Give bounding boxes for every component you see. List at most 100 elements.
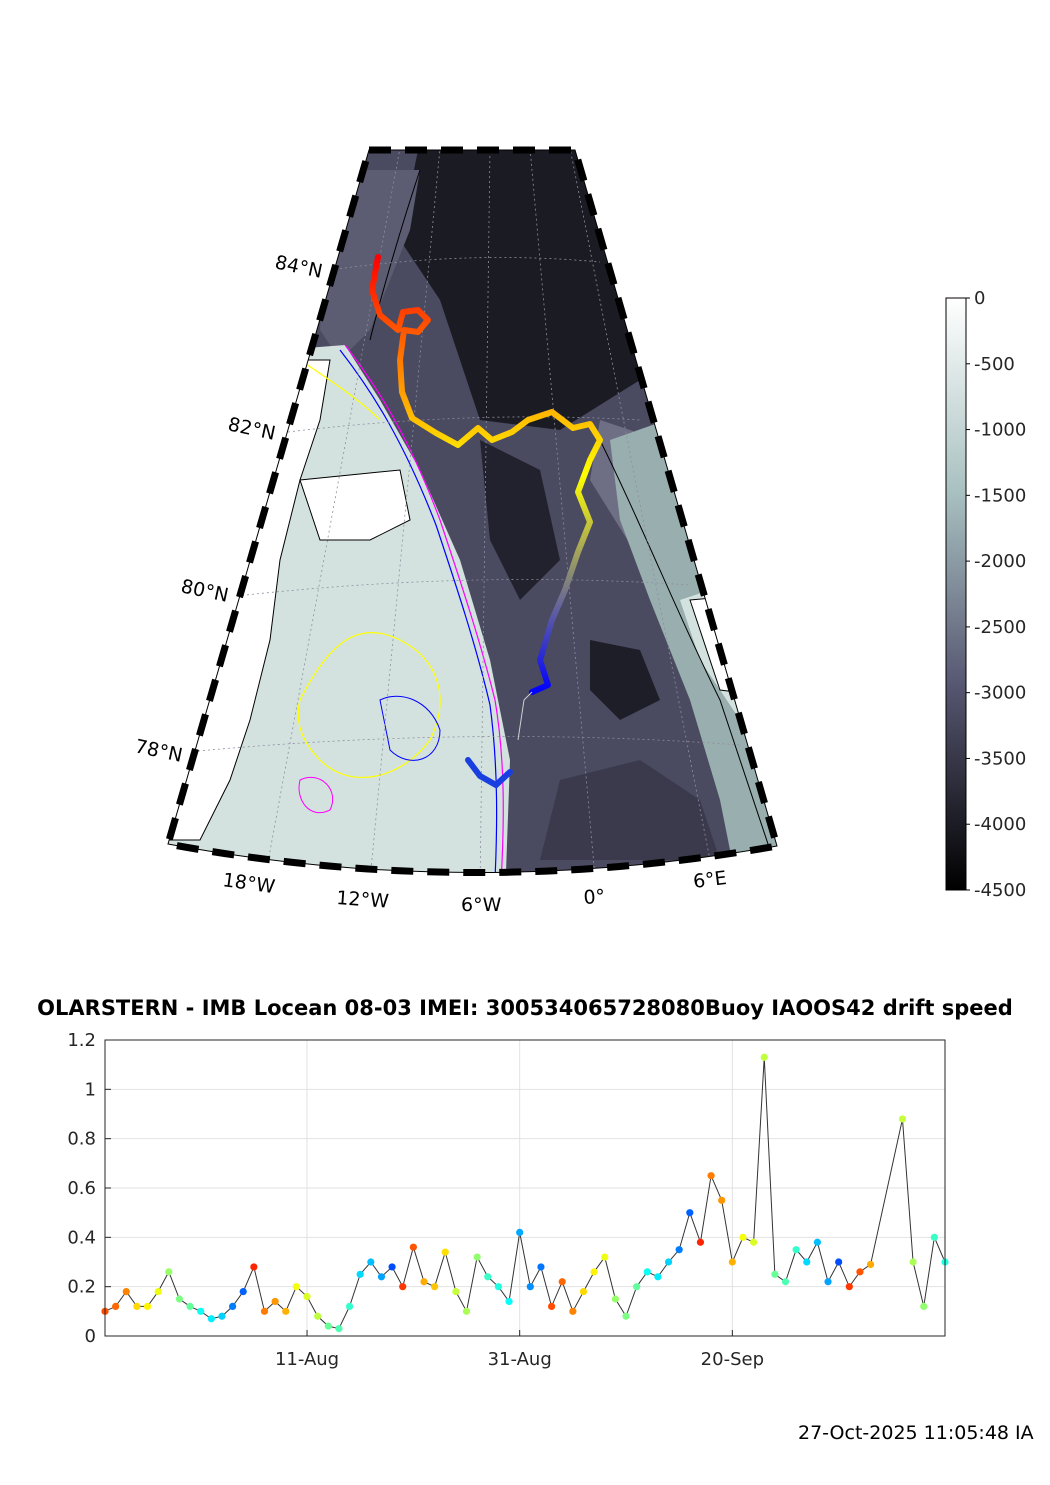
x-tick-label: 20-Sep [701, 1349, 764, 1370]
y-tick-label: 0.8 [67, 1129, 96, 1150]
colorbar: 0 -500 -1000 -1500 -2000 -2500 -3000 -3500 -4000… [945, 288, 1026, 901]
drift-track [369, 254, 603, 695]
lon-label: 0° [583, 886, 606, 909]
speed-point [143, 1302, 152, 1310]
speed-point [303, 1292, 311, 1301]
speed-point [409, 1243, 417, 1251]
speed-point [441, 1248, 449, 1256]
colorbar-tick-label: -2500 [974, 617, 1026, 638]
colorbar-tick-label: -1500 [974, 485, 1026, 506]
map-frame-inner [167, 149, 778, 873]
contour-magenta [344, 344, 504, 873]
speed-point [228, 1302, 237, 1310]
speed-point [112, 1302, 120, 1310]
lat-label: 80°N [179, 575, 230, 606]
speed-point [218, 1312, 226, 1320]
speed-point [516, 1228, 524, 1236]
colorbar-tick-label: -3500 [974, 748, 1026, 769]
contour-magenta-2 [298, 776, 334, 814]
speed-point [197, 1307, 205, 1315]
lon-label: 12°W [336, 887, 390, 913]
speed-point [813, 1238, 822, 1246]
speed-point [260, 1307, 269, 1315]
speed-point [505, 1297, 513, 1306]
speed-point [611, 1295, 619, 1303]
speed-point [377, 1273, 386, 1281]
speed-point [856, 1268, 864, 1276]
speed-point [388, 1263, 396, 1271]
speed-point [356, 1270, 364, 1278]
speed-point [750, 1238, 758, 1246]
speed-point [271, 1297, 279, 1306]
speed-point [845, 1283, 853, 1291]
drift-speed-chart: 0 0.2 0.4 0.6 0.8 1 1.2 11-Aug 31-Aug 20-Sep [67, 1030, 949, 1370]
speed-point [282, 1307, 290, 1315]
lat-label: 84°N [273, 251, 324, 282]
basin-deep [400, 150, 640, 430]
drift-gap-line [517, 691, 533, 741]
speed-point [707, 1172, 715, 1180]
speed-point [292, 1283, 300, 1291]
speed-point [526, 1283, 534, 1291]
bathymetry-map: 84°N 82°N 80°N 78°N 18°W 12°W 6°W 0° 6°E [133, 146, 782, 916]
speed-point [739, 1233, 747, 1241]
speed-point [654, 1273, 662, 1281]
map-sector [168, 150, 777, 873]
speed-point [920, 1302, 928, 1310]
speed-point [792, 1246, 800, 1254]
x-tick-label: 11-Aug [275, 1349, 339, 1370]
speed-point [835, 1258, 843, 1266]
speed-point [186, 1302, 194, 1310]
speed-point [335, 1325, 343, 1333]
colorbar-tick-label: -4500 [974, 880, 1026, 901]
speed-point [239, 1288, 247, 1296]
speed-point [250, 1263, 258, 1271]
speed-point [601, 1253, 609, 1261]
speed-point [367, 1258, 375, 1266]
colorbar-tick-label: -2000 [974, 551, 1026, 572]
trench-2 [590, 640, 660, 720]
colorbar-tick-label: -1000 [974, 420, 1026, 441]
footer-timestamp: 27-Oct-2025 11:05:48 IA [798, 1422, 1034, 1444]
speed-point [399, 1283, 407, 1291]
speed-point [537, 1263, 545, 1271]
speed-point [643, 1268, 651, 1276]
speed-chart-title: OLARSTERN - IMB Locean 08-03 IMEI: 30053… [37, 996, 1013, 1020]
lon-label: 6°E [692, 867, 728, 893]
colorbar-tick-label: 0 [974, 288, 985, 309]
speed-point [803, 1258, 811, 1266]
lat-label: 82°N [226, 413, 277, 444]
y-tick-label: 0.2 [67, 1277, 96, 1298]
colorbar-ramp [945, 297, 967, 891]
contour-black-2 [594, 429, 771, 851]
speed-point [431, 1283, 439, 1291]
speed-point [462, 1307, 471, 1315]
chart-grid [105, 1039, 945, 1337]
contour-yellow-north [299, 359, 381, 421]
trench-1 [480, 440, 560, 600]
speed-point [133, 1302, 141, 1310]
lat-label: 78°N [133, 735, 184, 766]
lon-label: 6°W [461, 894, 502, 916]
speed-point [165, 1268, 173, 1276]
speed-point [324, 1322, 332, 1330]
drift-speed-line [104, 1057, 946, 1330]
drift-track-start [465, 757, 513, 789]
speed-point [728, 1258, 736, 1266]
speed-point [314, 1312, 322, 1320]
speed-point [898, 1115, 907, 1123]
speed-point [590, 1268, 598, 1276]
y-tick-label: 0.4 [67, 1227, 96, 1248]
speed-point [175, 1295, 184, 1303]
lon-label: 18°W [221, 869, 276, 898]
speed-point [696, 1238, 705, 1246]
speed-point [664, 1258, 673, 1266]
speed-point [633, 1283, 641, 1291]
contour-blue [339, 349, 498, 873]
y-tick-label: 1.2 [67, 1030, 96, 1051]
y-tick-label: 0 [85, 1326, 96, 1347]
speed-point [569, 1307, 577, 1315]
speed-point [675, 1246, 683, 1254]
speed-point [622, 1312, 630, 1320]
speed-point [122, 1288, 130, 1296]
